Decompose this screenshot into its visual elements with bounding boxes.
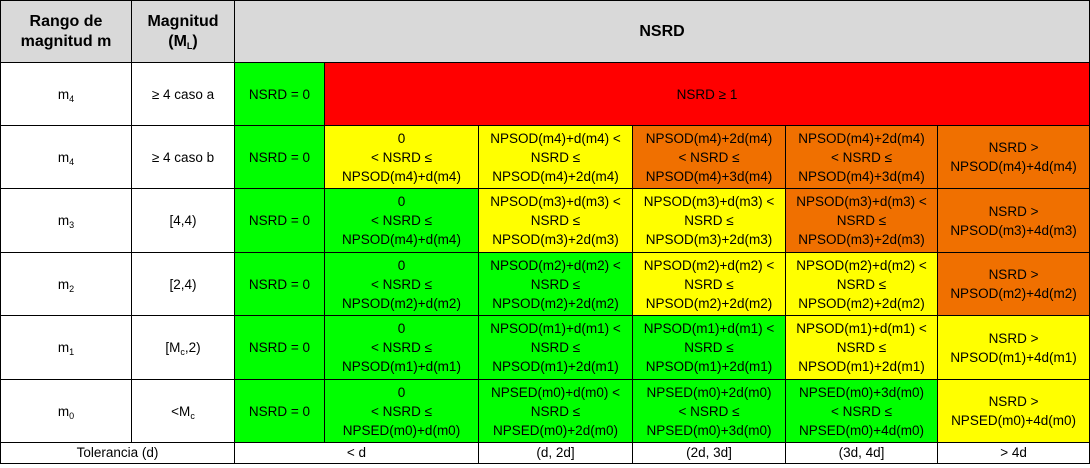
tolerance-value: > 4d bbox=[936, 442, 1090, 464]
range-cell: m2 bbox=[0, 252, 132, 316]
nsrd-range-cell: NPSOD(m2)+d(m2) < NSRD ≤ NPSOD(m2)+2d(m2) bbox=[785, 252, 938, 316]
nsrd-range-cell: NSRD > NPSOD(m4)+4d(m4) bbox=[936, 125, 1090, 189]
table-row: m3 [4,4) NSRD = 0 0 < NSRD ≤ NPSOD(m4)+d(m4) N… bbox=[0, 188, 1090, 253]
magnitude-cell: <Mc bbox=[131, 379, 235, 443]
nsrd-range-cell: NPSOD(m3)+d(m3) < NSRD ≤ NPSOD(m3)+2d(m3) bbox=[478, 188, 633, 253]
nsrd-zero-cell: NSRD = 0 bbox=[234, 379, 325, 443]
range-cell: m0 bbox=[0, 379, 132, 443]
range-cell: m3 bbox=[0, 188, 132, 253]
tolerance-label: Tolerancia (d) bbox=[0, 442, 235, 464]
table-row: m1 [Mc,2) NSRD = 0 0 < NSRD ≤ NPSOD(m1)+d(m1)… bbox=[0, 315, 1090, 380]
nsrd-zero-cell: NSRD = 0 bbox=[234, 188, 325, 253]
nsrd-range-cell: 0 < NSRD ≤ NPSOD(m4)+d(m4) bbox=[324, 125, 479, 189]
tolerance-value: (3d, 4d] bbox=[785, 442, 938, 464]
range-cell: m4 bbox=[0, 125, 132, 189]
header-nsrd: NSRD bbox=[233, 0, 1090, 63]
nsrd-range-cell: NPSOD(m1)+d(m1) < NSRD ≤ NPSOD(m1)+2d(m1) bbox=[785, 315, 938, 380]
nsrd-range-cell: NPSOD(m2)+d(m2) < NSRD ≤ NPSOD(m2)+2d(m2) bbox=[632, 252, 786, 316]
nsrd-range-cell: NSRD > NPSOD(m3)+4d(m3) bbox=[936, 188, 1090, 253]
nsrd-range-cell: NPSOD(m3)+d(m3) < NSRD ≤ NPSOD(m3)+2d(m3) bbox=[785, 188, 938, 253]
nsrd-range-cell: NPSED(m0)+2d(m0) < NSRD ≤ NPSED(m0)+3d(m0) bbox=[632, 379, 786, 443]
range-cell: m4 bbox=[0, 62, 132, 126]
nsrd-range-cell: NPSOD(m1)+d(m1) < NSRD ≤ NPSOD(m1)+2d(m1) bbox=[632, 315, 786, 380]
nsrd-wide-cell: NSRD ≥ 1 bbox=[323, 62, 1090, 126]
nsrd-range-cell: 0 < NSRD ≤ NPSOD(m4)+d(m4) bbox=[324, 188, 479, 253]
magnitude-cell: ≥ 4 caso a bbox=[131, 62, 235, 126]
nsrd-range-cell: NSRD > NPSOD(m2)+4d(m2) bbox=[936, 252, 1090, 316]
nsrd-range-cell: 0 < NSRD ≤ NPSOD(m1)+d(m1) bbox=[324, 315, 479, 380]
tolerance-row: Tolerancia (d) < d (d, 2d] (2d, 3d] (3d, 4d]… bbox=[0, 442, 1090, 464]
nsrd-zero-cell: NSRD = 0 bbox=[234, 62, 325, 126]
nsrd-zero-cell: NSRD = 0 bbox=[234, 125, 325, 189]
table-row: m2 [2,4) NSRD = 0 0 < NSRD ≤ NPSOD(m2)+d(m2) N… bbox=[0, 252, 1090, 316]
nsrd-range-cell: NPSOD(m3)+d(m3) < NSRD ≤ NPSOD(m3)+2d(m3) bbox=[632, 188, 786, 253]
nsrd-range-cell: NPSOD(m4)+2d(m4) < NSRD ≤ NPSOD(m4)+3d(m4) bbox=[785, 125, 938, 189]
magnitude-cell: [Mc,2) bbox=[131, 315, 235, 380]
header-magnitude: Magnitud (ML) bbox=[131, 0, 235, 63]
header-range: Rango de magnitud m bbox=[0, 0, 132, 63]
tolerance-value: (d, 2d] bbox=[478, 442, 633, 464]
nsrd-range-cell: NPSOD(m4)+d(m4) < NSRD ≤ NPSOD(m4)+2d(m4) bbox=[478, 125, 633, 189]
tolerance-value: (2d, 3d] bbox=[632, 442, 786, 464]
tolerance-value: < d bbox=[234, 442, 479, 464]
table-row: m4 ≥ 4 caso b NSRD = 0 0 < NSRD ≤ NPSOD(m4)+d… bbox=[0, 125, 1090, 189]
nsrd-zero-cell: NSRD = 0 bbox=[234, 315, 325, 380]
header-row: Rango de magnitud m Magnitud (ML) NSRD bbox=[0, 0, 1090, 63]
nsrd-range-cell: NPSED(m0)+3d(m0) < NSRD ≤ NPSED(m0)+4d(m0) bbox=[785, 379, 938, 443]
range-cell: m1 bbox=[0, 315, 132, 380]
nsrd-range-cell: 0 < NSRD ≤ NPSOD(m2)+d(m2) bbox=[324, 252, 479, 316]
table-row: m0 <Mc NSRD = 0 0 < NSRD ≤ NPSED(m0)+d(m0) NPS… bbox=[0, 379, 1090, 443]
magnitude-cell: [4,4) bbox=[131, 188, 235, 253]
table-row: m4 ≥ 4 caso a NSRD = 0 NSRD ≥ 1 bbox=[0, 62, 1090, 126]
magnitude-cell: [2,4) bbox=[131, 252, 235, 316]
nsrd-range-cell: NSRD > NPSOD(m1)+4d(m1) bbox=[936, 315, 1090, 380]
nsrd-range-cell: NPSOD(m1)+d(m1) < NSRD ≤ NPSOD(m1)+2d(m1) bbox=[478, 315, 633, 380]
nsrd-range-cell: NSRD > NPSED(m0)+4d(m0) bbox=[936, 379, 1090, 443]
nsrd-range-cell: NPSOD(m2)+d(m2) < NSRD ≤ NPSOD(m2)+2d(m2) bbox=[478, 252, 633, 316]
magnitude-cell: ≥ 4 caso b bbox=[131, 125, 235, 189]
nsrd-zero-cell: NSRD = 0 bbox=[234, 252, 325, 316]
nsrd-range-cell: 0 < NSRD ≤ NPSED(m0)+d(m0) bbox=[324, 379, 479, 443]
nsrd-range-cell: NPSED(m0)+d(m0) < NSRD ≤ NPSED(m0)+2d(m0) bbox=[478, 379, 633, 443]
nsrd-range-cell: NPSOD(m4)+2d(m4) < NSRD ≤ NPSOD(m4)+3d(m4) bbox=[632, 125, 786, 189]
